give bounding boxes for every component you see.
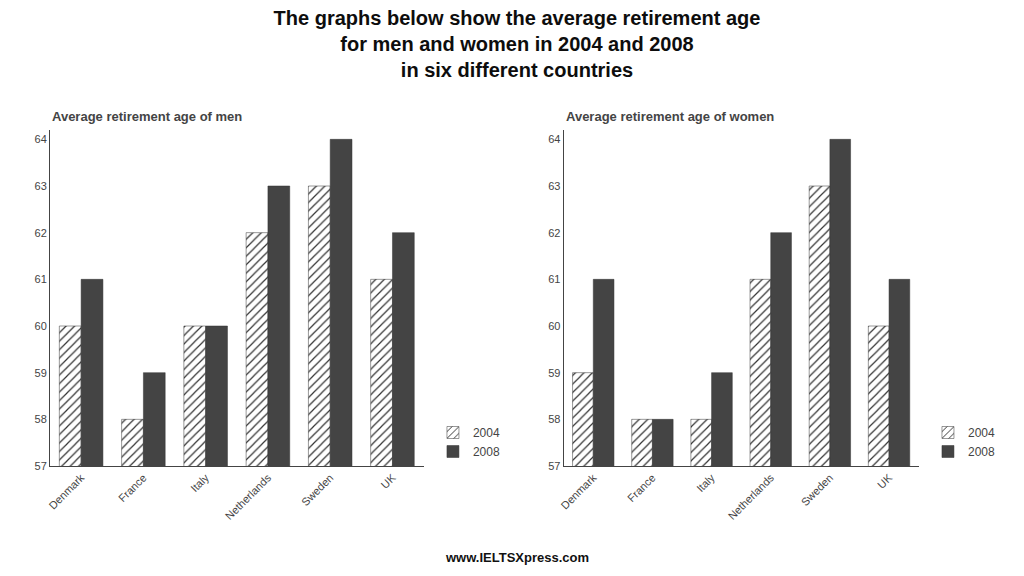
- svg-text:64: 64: [548, 133, 560, 145]
- svg-text:58: 58: [548, 413, 560, 425]
- svg-text:Average retirement age of wome: Average retirement age of women: [566, 109, 774, 124]
- svg-text:www.IELTSXpress.com: www.IELTSXpress.com: [445, 550, 589, 565]
- svg-text:2008: 2008: [473, 445, 500, 459]
- svg-text:Netherlands: Netherlands: [223, 471, 274, 522]
- svg-text:64: 64: [35, 133, 47, 145]
- svg-text:57: 57: [35, 460, 47, 472]
- svg-text:2008: 2008: [968, 445, 995, 459]
- svg-text:60: 60: [35, 320, 47, 332]
- svg-text:Denmark: Denmark: [46, 471, 86, 511]
- svg-text:2004: 2004: [968, 426, 995, 440]
- svg-text:Italy: Italy: [188, 471, 211, 494]
- svg-text:UK: UK: [875, 471, 895, 491]
- svg-text:The graphs below show the aver: The graphs below show the average retire…: [274, 7, 761, 81]
- svg-text:Italy: Italy: [694, 471, 717, 494]
- svg-text:Sweden: Sweden: [799, 472, 836, 509]
- svg-text:59: 59: [548, 367, 560, 379]
- svg-text:62: 62: [548, 227, 560, 239]
- svg-text:61: 61: [548, 273, 560, 285]
- svg-text:Netherlands: Netherlands: [726, 471, 777, 522]
- svg-text:63: 63: [35, 180, 47, 192]
- svg-text:57: 57: [548, 460, 560, 472]
- svg-text:France: France: [625, 472, 658, 505]
- svg-text:61: 61: [35, 273, 47, 285]
- svg-text:Average retirement age of men: Average retirement age of men: [52, 109, 242, 124]
- svg-text:63: 63: [548, 180, 560, 192]
- svg-text:UK: UK: [378, 471, 398, 491]
- svg-text:Denmark: Denmark: [559, 471, 599, 511]
- svg-text:60: 60: [548, 320, 560, 332]
- svg-text:France: France: [116, 472, 149, 505]
- svg-text:58: 58: [35, 413, 47, 425]
- svg-text:59: 59: [35, 367, 47, 379]
- svg-text:Sweden: Sweden: [299, 472, 336, 509]
- svg-text:2004: 2004: [473, 426, 500, 440]
- svg-text:62: 62: [35, 227, 47, 239]
